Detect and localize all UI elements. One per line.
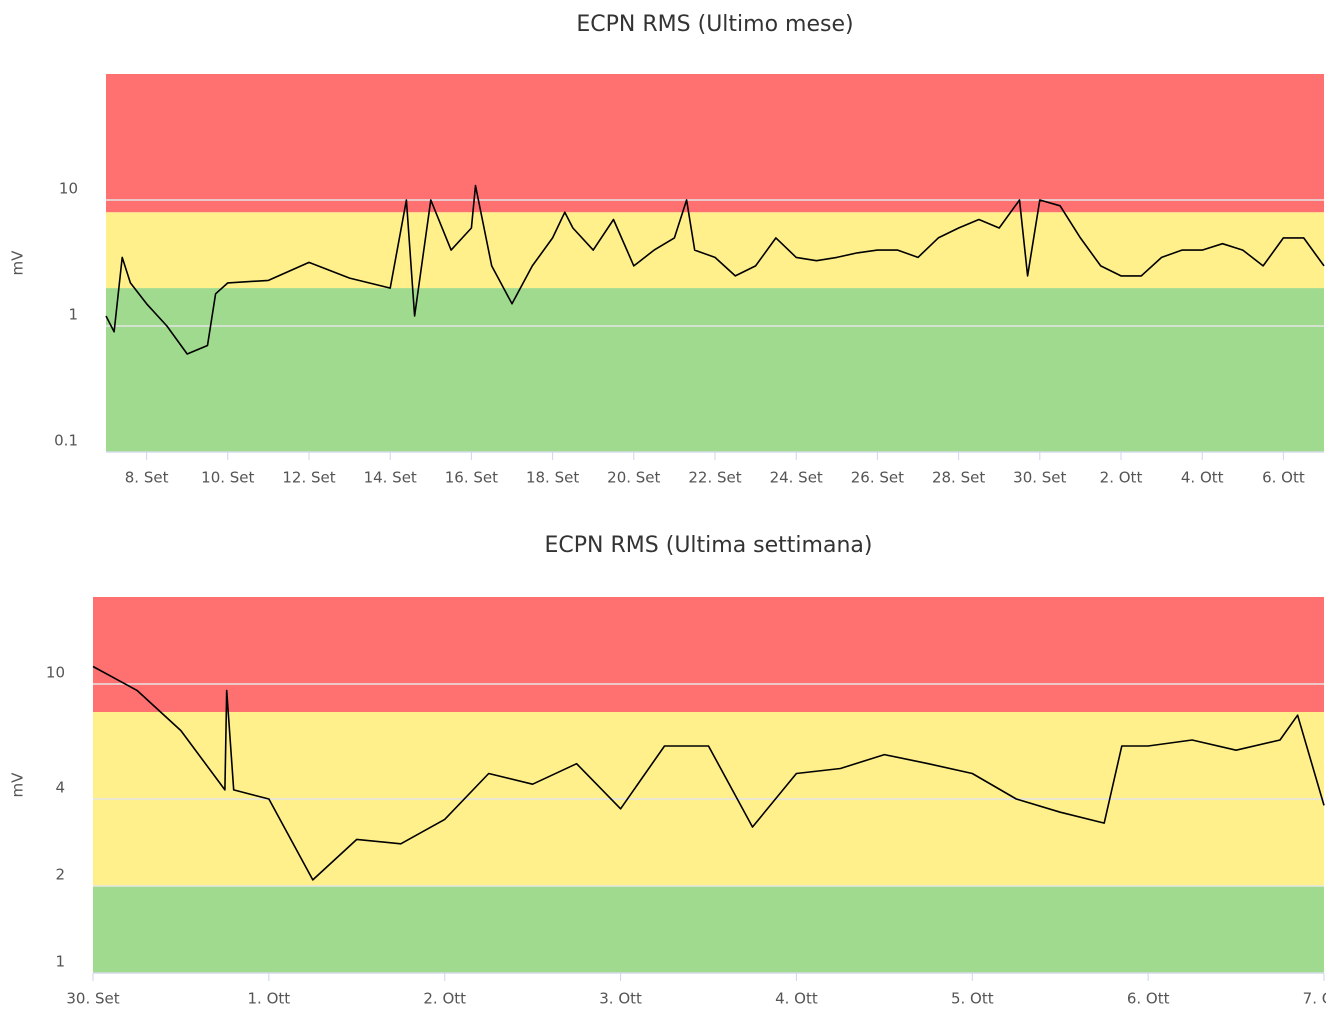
- y-tick-label: 4: [55, 779, 65, 797]
- x-tick-label: 2. Ott: [1100, 469, 1143, 487]
- y-tick-label: 10: [46, 663, 65, 681]
- x-tick-label: 12. Set: [282, 469, 335, 487]
- x-tick-label: 24. Set: [770, 469, 823, 487]
- x-tick-label: 1. Ott: [248, 990, 291, 1008]
- x-tick-label: 6. Ott: [1127, 990, 1170, 1008]
- x-tick-label: 2. Ott: [423, 990, 466, 1008]
- y-tick-label: 2: [55, 866, 65, 884]
- chart-title: ECPN RMS (Ultimo mese): [576, 12, 853, 37]
- y-tick-label: 10: [59, 180, 78, 198]
- x-tick-label: 20. Set: [607, 469, 660, 487]
- x-tick-label: 18. Set: [526, 469, 579, 487]
- x-tick-label: 5. Ott: [951, 990, 994, 1008]
- y-axis-label: mV: [9, 250, 27, 276]
- x-tick-label: 22. Set: [688, 469, 741, 487]
- x-tick-label: 3. Ott: [599, 990, 642, 1008]
- x-tick-label: 30. Set: [66, 990, 119, 1008]
- x-tick-label: 7. Ott: [1303, 990, 1326, 1008]
- plot-band: [93, 597, 1324, 713]
- plot-band: [93, 886, 1324, 973]
- x-tick-label: 4. Ott: [1181, 469, 1224, 487]
- x-tick-label: 30. Set: [1013, 469, 1066, 487]
- x-tick-label: 14. Set: [364, 469, 417, 487]
- data-line: [105, 184, 1325, 355]
- x-tick-label: 10. Set: [201, 469, 254, 487]
- y-tick-label: 1: [55, 953, 65, 971]
- data-line: [92, 665, 1325, 881]
- y-tick-label: 0.1: [54, 432, 78, 450]
- plot-band: [106, 74, 1324, 213]
- x-tick-label: 4. Ott: [775, 990, 818, 1008]
- chart-title: ECPN RMS (Ultima settimana): [545, 533, 873, 558]
- x-tick-label: 28. Set: [932, 469, 985, 487]
- x-tick-label: 26. Set: [851, 469, 904, 487]
- plot-band: [106, 288, 1324, 452]
- y-tick-label: 1: [68, 306, 78, 324]
- y-axis-label: mV: [9, 772, 27, 798]
- x-tick-label: 8. Set: [125, 469, 169, 487]
- x-tick-label: 16. Set: [445, 469, 498, 487]
- x-tick-label: 6. Ott: [1262, 469, 1305, 487]
